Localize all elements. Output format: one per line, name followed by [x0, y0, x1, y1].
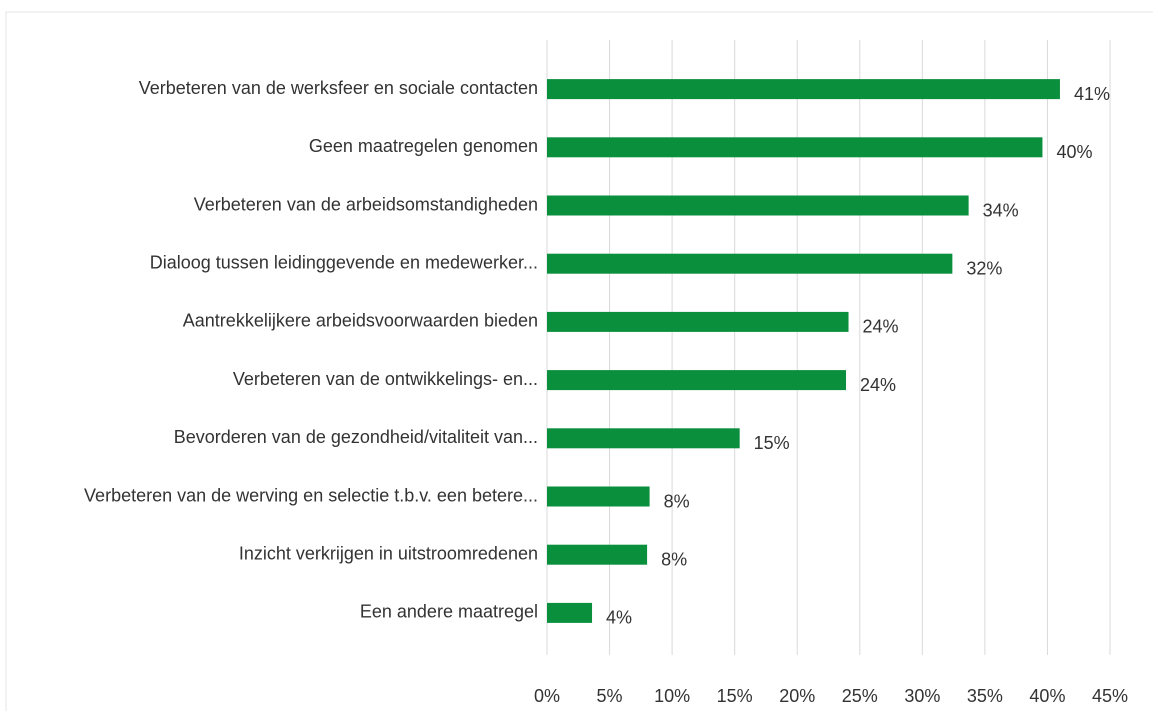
- bar: [547, 602, 593, 623]
- data-label: 24%: [863, 317, 899, 337]
- data-label: 32%: [966, 258, 1002, 278]
- y-tick-label: Inzicht verkrijgen in uitstroomredenen: [239, 543, 538, 563]
- data-label: 41%: [1074, 84, 1110, 104]
- bar: [547, 253, 953, 274]
- y-tick-label: Verbeteren van de arbeidsomstandigheden: [194, 194, 538, 214]
- x-tick-label: 15%: [717, 686, 753, 706]
- x-tick-label: 35%: [967, 686, 1003, 706]
- bar: [547, 486, 650, 507]
- data-label: 40%: [1056, 142, 1092, 162]
- x-tick-label: 5%: [597, 686, 623, 706]
- x-tick-label: 10%: [654, 686, 690, 706]
- y-tick-label: Verbeteren van de werving en selectie t.…: [84, 485, 538, 505]
- bar: [547, 428, 740, 449]
- bar: [547, 311, 849, 332]
- x-tick-label: 30%: [904, 686, 940, 706]
- chart-frame: [5, 11, 1153, 711]
- x-tick-label: 20%: [779, 686, 815, 706]
- bar: [547, 79, 1060, 100]
- data-label: 34%: [983, 200, 1019, 220]
- x-tick-label: 40%: [1029, 686, 1065, 706]
- data-label: 24%: [860, 375, 896, 395]
- bar: [547, 195, 969, 216]
- bar: [547, 370, 847, 391]
- y-tick-label: Verbeteren van de ontwikkelings- en...: [233, 369, 538, 389]
- x-tick-label: 45%: [1092, 686, 1128, 706]
- bar: [547, 137, 1043, 158]
- y-tick-label: Aantrekkelijkere arbeidsvoorwaarden bied…: [183, 311, 538, 331]
- data-label: 8%: [664, 491, 690, 511]
- x-tick-label: 25%: [842, 686, 878, 706]
- y-tick-label: Geen maatregelen genomen: [309, 136, 538, 156]
- data-label: 15%: [754, 433, 790, 453]
- y-tick-label: Dialoog tussen leidinggevende en medewer…: [150, 252, 538, 272]
- x-tick-label: 0%: [534, 686, 560, 706]
- y-tick-label: Verbeteren van de werksfeer en sociale c…: [139, 78, 538, 98]
- bar: [547, 544, 648, 565]
- y-tick-label: Bevorderen van de gezondheid/vitaliteit …: [174, 427, 538, 447]
- data-label: 4%: [606, 608, 632, 628]
- data-label: 8%: [661, 549, 687, 569]
- y-tick-label: Een andere maatregel: [360, 602, 538, 622]
